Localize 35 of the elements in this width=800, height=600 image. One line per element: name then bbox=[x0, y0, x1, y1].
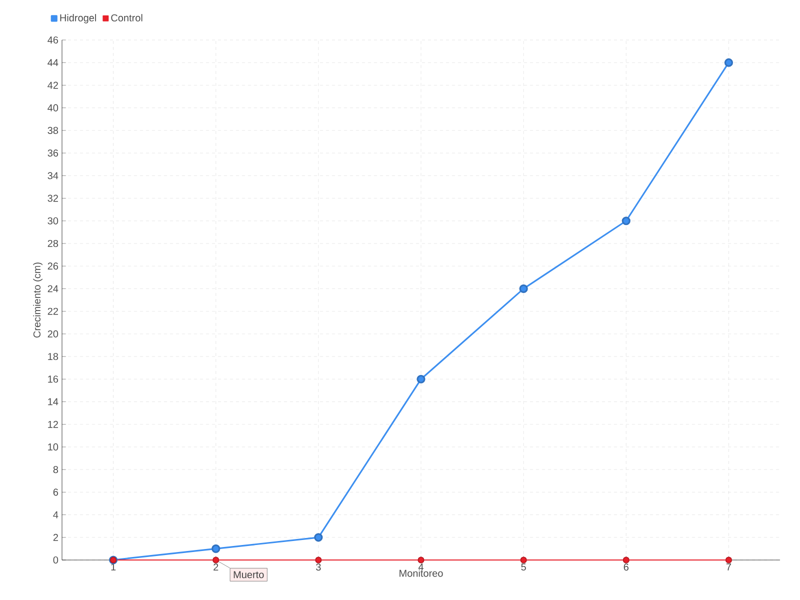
y-tick-label: 42 bbox=[48, 82, 58, 89]
y-tick-label: 28 bbox=[48, 240, 58, 248]
y-tick-label: 30 bbox=[48, 217, 58, 224]
x-tick-label: 6 bbox=[624, 564, 628, 571]
y-tick-label: 20 bbox=[48, 330, 58, 338]
legend-label: Hidrogel bbox=[60, 14, 96, 24]
y-tick-label: 24 bbox=[48, 285, 58, 292]
x-tick-label: 2 bbox=[214, 564, 218, 571]
y-tick-label: 40 bbox=[48, 104, 58, 112]
annotation: Muerto bbox=[234, 571, 264, 578]
x-tick-label: 7 bbox=[726, 564, 732, 570]
x-axis-title: Monitoreo bbox=[400, 569, 443, 577]
y-tick-label: 18 bbox=[48, 352, 58, 360]
legend-label: Control bbox=[111, 14, 142, 22]
x-tick-label: 3 bbox=[316, 564, 321, 571]
y-tick-label: 2 bbox=[53, 534, 58, 541]
y-tick-label: 26 bbox=[48, 262, 58, 270]
y-tick-label: 46 bbox=[48, 36, 58, 44]
y-tick-label: 14 bbox=[48, 398, 58, 406]
y-tick-label: 12 bbox=[48, 420, 58, 428]
y-tick-label: 10 bbox=[48, 443, 58, 450]
y-tick-label: 4 bbox=[53, 511, 58, 518]
y-tick-label: 6 bbox=[53, 488, 58, 496]
y-tick-label: 36 bbox=[48, 150, 58, 157]
y-tick-label: 44 bbox=[48, 59, 58, 66]
x-tick-label: 5 bbox=[521, 564, 526, 571]
y-tick-label: 8 bbox=[53, 466, 58, 474]
y-tick-label: 38 bbox=[48, 126, 58, 134]
y-tick-label: 34 bbox=[48, 172, 58, 180]
y-tick-label: 16 bbox=[48, 376, 58, 383]
y-tick-label: 22 bbox=[48, 308, 58, 315]
y-tick-label: 32 bbox=[48, 194, 58, 202]
x-tick-label: 4 bbox=[418, 564, 424, 570]
y-tick-label: 0 bbox=[53, 556, 58, 564]
y-axis-title: Crecimiento (cm) bbox=[33, 262, 42, 338]
